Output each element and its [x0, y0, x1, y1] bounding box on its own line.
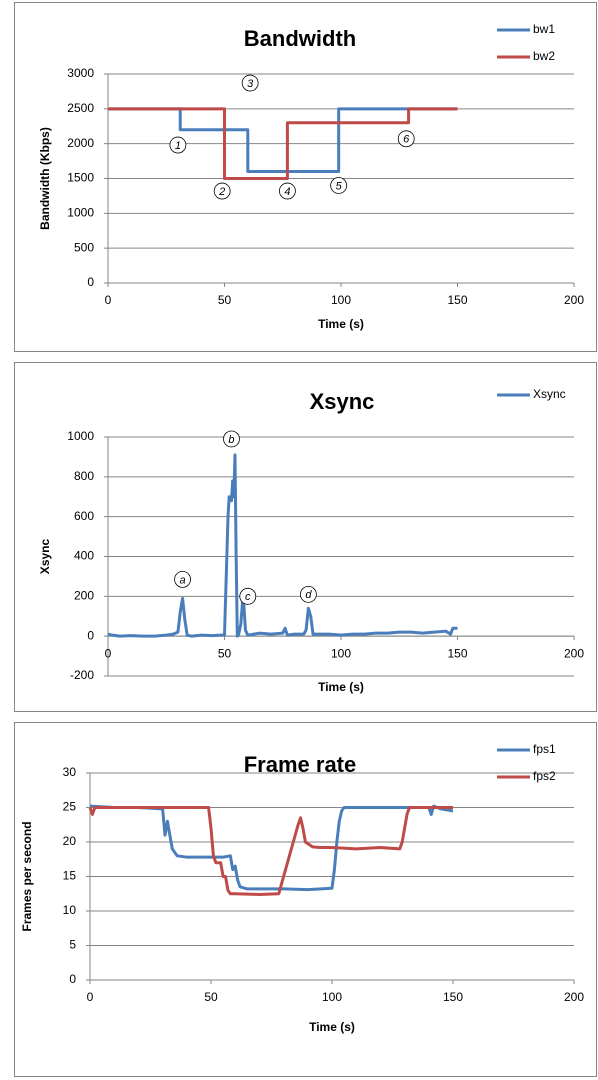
- y-tick-label: 600: [74, 509, 94, 523]
- annotation-circle: [213, 182, 231, 200]
- annotation-circle: [241, 74, 259, 92]
- series-line: [107, 453, 458, 638]
- y-tick-label: 3000: [67, 66, 94, 80]
- x-tick-label: 100: [331, 646, 351, 660]
- annotation: d: [305, 589, 312, 601]
- annotation: 2: [218, 186, 225, 198]
- x-tick-label: 50: [218, 293, 232, 307]
- annotation: c: [245, 591, 251, 603]
- chart-frame: [14, 2, 597, 352]
- y-axis-title: Frames per second: [20, 821, 34, 931]
- annotation: b: [228, 434, 234, 446]
- annotation-circle: [174, 571, 191, 588]
- y-tick-label: 15: [63, 869, 77, 883]
- chart-frame: [14, 362, 597, 712]
- y-tick-label: 800: [74, 469, 94, 483]
- series-line: [89, 804, 454, 892]
- annotation: 6: [403, 134, 410, 146]
- y-tick-label: 2000: [67, 136, 94, 150]
- legend-label: bw2: [533, 49, 555, 63]
- x-tick-label: 200: [564, 990, 584, 1004]
- chart-title: Bandwidth: [244, 26, 356, 51]
- y-tick-label: 5: [69, 938, 76, 952]
- series-line: [108, 107, 458, 180]
- annotation-circle: [397, 130, 415, 148]
- x-axis-title: Time (s): [318, 317, 364, 331]
- legend-label: fps2: [533, 769, 556, 783]
- x-tick-label: 50: [218, 646, 232, 660]
- annotation-circle: [299, 585, 317, 603]
- annotation: 3: [247, 78, 254, 90]
- chart-title: Xsync: [310, 389, 375, 414]
- chart-title: Frame rate: [244, 752, 357, 777]
- y-tick-label: 30: [63, 765, 77, 779]
- y-tick-label: 1000: [67, 206, 94, 220]
- annotation-circle: [330, 177, 348, 194]
- y-axis-title: Xsync: [38, 538, 52, 574]
- annotation: 4: [284, 186, 290, 198]
- annotation-circle: [223, 430, 240, 448]
- x-tick-label: 0: [105, 293, 112, 307]
- annotation-circle: [239, 587, 257, 605]
- y-tick-label: 20: [63, 834, 77, 848]
- x-axis-title: Time (s): [318, 680, 364, 694]
- y-tick-label: 1000: [67, 429, 94, 443]
- x-tick-label: 0: [105, 646, 112, 660]
- y-tick-label: 0: [87, 628, 94, 642]
- annotation: a: [179, 574, 185, 586]
- x-tick-label: 200: [564, 293, 584, 307]
- x-axis-title: Time (s): [309, 1020, 355, 1034]
- y-tick-label: 2500: [67, 101, 94, 115]
- annotation: 1: [175, 140, 181, 152]
- x-tick-label: 50: [204, 990, 218, 1004]
- annotation-circle: [169, 136, 187, 154]
- x-tick-label: 200: [564, 646, 584, 660]
- x-tick-label: 150: [447, 293, 467, 307]
- y-tick-label: 500: [74, 240, 94, 254]
- legend-label: Xsync: [533, 387, 566, 401]
- y-tick-label: 200: [74, 589, 94, 603]
- y-tick-label: 25: [63, 800, 77, 814]
- x-tick-label: 100: [331, 293, 351, 307]
- x-tick-label: 0: [87, 990, 94, 1004]
- y-tick-label: 0: [87, 275, 94, 289]
- x-tick-label: 100: [322, 990, 342, 1004]
- annotation-circle: [279, 182, 296, 200]
- y-tick-label: 0: [69, 972, 76, 986]
- y-tick-label: 400: [74, 549, 94, 563]
- y-tick-label: 1500: [67, 171, 94, 185]
- x-tick-label: 150: [443, 990, 463, 1004]
- series-line: [88, 806, 453, 896]
- series-line: [108, 107, 458, 174]
- legend-label: fps1: [533, 742, 556, 756]
- y-axis-title: Bandwidth (Kbps): [38, 127, 52, 230]
- x-tick-label: 150: [447, 646, 467, 660]
- legend-label: bw1: [533, 22, 555, 36]
- y-tick-label: -200: [70, 668, 94, 682]
- y-tick-label: 10: [63, 903, 77, 917]
- chart-frame: [14, 722, 597, 1077]
- annotation: 5: [336, 180, 343, 192]
